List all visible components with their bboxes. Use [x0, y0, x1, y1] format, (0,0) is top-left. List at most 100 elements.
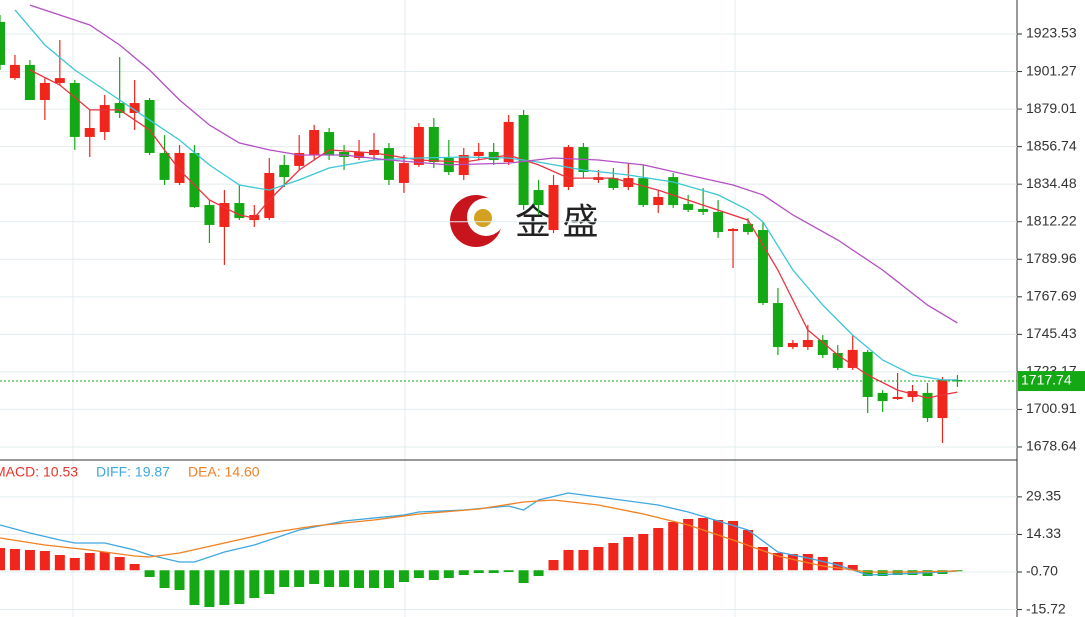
macd-bar [428, 570, 439, 580]
macd-bar [832, 562, 843, 571]
macd-bar [518, 570, 529, 583]
macd-bar [84, 553, 95, 571]
candle-body [354, 151, 365, 159]
legend-label: DIFF: 19.87 [96, 464, 170, 480]
candle-body [39, 82, 50, 100]
y-tick-label: 1789.96 [1026, 250, 1077, 266]
candle-body [743, 223, 753, 233]
y-tick-label: 1678.64 [1026, 438, 1077, 454]
candle-body [84, 127, 95, 137]
candle-body [847, 349, 858, 368]
macd-bar [698, 518, 709, 571]
candle-body [713, 211, 724, 233]
macd-bar [772, 553, 783, 571]
macd-bar [608, 543, 619, 571]
candle-body [219, 203, 230, 227]
candle-body [683, 204, 694, 210]
candle-body [473, 151, 484, 156]
candle-body [24, 64, 35, 100]
candle-body [413, 126, 424, 165]
macd-bar [129, 564, 140, 571]
macd-bar [623, 537, 634, 571]
y-tick-label: 1923.53 [1026, 25, 1077, 41]
last-price-box [1018, 371, 1085, 392]
candle-body [398, 163, 409, 183]
candle-body [832, 352, 843, 368]
macd-bar [264, 570, 275, 594]
candle-body [922, 392, 933, 419]
indicator-line [14, 9, 958, 381]
macd-bar [473, 570, 484, 573]
y-tick-label: -0.70 [1026, 563, 1058, 579]
macd-bar [713, 520, 724, 571]
macd-bar [638, 534, 649, 571]
macd-bar [443, 570, 454, 578]
y-tick-label: 1812.22 [1026, 212, 1077, 228]
candle-body [0, 21, 5, 65]
macd-bar [653, 528, 664, 571]
macd-bar [369, 570, 379, 588]
y-tick-label: 1856.74 [1026, 137, 1077, 153]
candle-body [99, 105, 110, 133]
macd-bar [99, 552, 110, 571]
macd-bar [847, 565, 858, 571]
y-tick-label: 29.35 [1026, 488, 1061, 504]
y-tick-label: 1700.91 [1026, 400, 1077, 416]
candle-body [608, 178, 619, 189]
macd-bar [204, 570, 215, 607]
candle-body [174, 152, 185, 183]
candle-body [533, 190, 544, 206]
candle-body [698, 208, 709, 212]
macd-bar [24, 550, 35, 571]
indicator-line [29, 4, 958, 324]
macd-bar [413, 570, 424, 578]
macd-bar [159, 570, 170, 588]
macd-bar [174, 570, 185, 590]
candle-body [937, 379, 948, 419]
macd-bar [354, 570, 365, 588]
logo [474, 209, 492, 227]
candle-body [129, 103, 140, 113]
candle-body [159, 152, 170, 180]
candle-body [877, 392, 888, 402]
macd-bar [593, 547, 604, 571]
candle-body [324, 132, 335, 155]
candle-body [653, 196, 664, 206]
candle-body [757, 230, 768, 304]
candle-body [787, 343, 798, 348]
candle-body [668, 177, 679, 206]
macd-bar [189, 570, 200, 605]
candle-body [892, 396, 903, 399]
candle-body [54, 78, 65, 83]
macd-bar [578, 550, 589, 571]
macd-bar [398, 570, 409, 582]
macd-bar [324, 570, 335, 587]
candle-body [488, 151, 499, 161]
candle-body [638, 178, 649, 206]
candle-body [428, 126, 439, 163]
candle-body [204, 205, 215, 225]
macd-bar [488, 570, 499, 573]
macd-bar [757, 547, 768, 571]
candle-body [309, 130, 320, 155]
candle-body [279, 164, 290, 178]
macd-bar [952, 570, 963, 572]
macd-bar [458, 570, 469, 575]
macd-bar [503, 570, 514, 572]
candle-body [548, 184, 559, 231]
watermark: 金 盛 [450, 195, 598, 247]
y-tick-label: 1745.43 [1026, 325, 1077, 341]
macd-bar [877, 570, 888, 576]
macd-bar [144, 570, 155, 577]
macd-bar [548, 560, 559, 571]
macd-bar [383, 570, 394, 588]
candle-body [772, 303, 783, 348]
macd-bar [234, 570, 245, 604]
legend-label: DEA: 14.60 [188, 464, 260, 480]
macd-bar [668, 522, 679, 571]
macd-bar [787, 554, 798, 571]
macd-bar [114, 557, 125, 571]
macd-bar [817, 557, 828, 571]
